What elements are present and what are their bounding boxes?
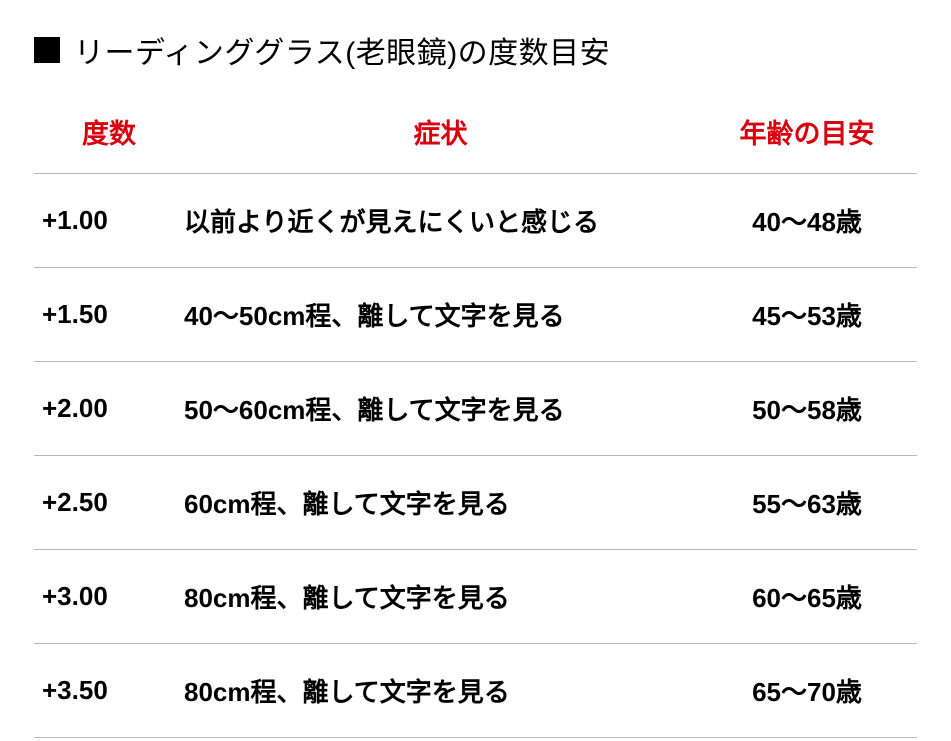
table-row: +1.50 40〜50cm程、離して文字を見る 45〜53歳 [34, 268, 917, 362]
table-row: +3.00 80cm程、離して文字を見る 60〜65歳 [34, 550, 917, 644]
cell-diopter: +2.50 [34, 456, 184, 550]
cell-symptom: 60cm程、離して文字を見る [184, 456, 697, 550]
cell-age: 50〜58歳 [697, 362, 917, 456]
cell-diopter: +1.50 [34, 268, 184, 362]
table-row: +1.00 以前より近くが見えにくいと感じる 40〜48歳 [34, 174, 917, 268]
cell-symptom: 50〜60cm程、離して文字を見る [184, 362, 697, 456]
cell-age: 45〜53歳 [697, 268, 917, 362]
cell-diopter: +2.00 [34, 362, 184, 456]
cell-symptom: 40〜50cm程、離して文字を見る [184, 268, 697, 362]
cell-diopter: +1.00 [34, 174, 184, 268]
diopter-guide-table: 度数 症状 年齢の目安 +1.00 以前より近くが見えにくいと感じる 40〜48… [34, 112, 917, 738]
cell-age: 55〜63歳 [697, 456, 917, 550]
cell-symptom: 80cm程、離して文字を見る [184, 644, 697, 738]
cell-age: 65〜70歳 [697, 644, 917, 738]
cell-symptom: 以前より近くが見えにくいと感じる [184, 174, 697, 268]
cell-diopter: +3.00 [34, 550, 184, 644]
header-age: 年齢の目安 [697, 112, 917, 174]
cell-age: 40〜48歳 [697, 174, 917, 268]
header-diopter: 度数 [34, 112, 184, 174]
table-row: +2.50 60cm程、離して文字を見る 55〜63歳 [34, 456, 917, 550]
square-bullet-icon [34, 37, 60, 63]
page: リーディンググラス(老眼鏡)の度数目安 度数 症状 年齢の目安 +1.00 以前… [0, 0, 951, 738]
cell-age: 60〜65歳 [697, 550, 917, 644]
table-header-row: 度数 症状 年齢の目安 [34, 112, 917, 174]
header-symptom: 症状 [184, 112, 697, 174]
cell-diopter: +3.50 [34, 644, 184, 738]
title-row: リーディンググラス(老眼鏡)の度数目安 [34, 28, 917, 72]
cell-symptom: 80cm程、離して文字を見る [184, 550, 697, 644]
table-row: +2.00 50〜60cm程、離して文字を見る 50〜58歳 [34, 362, 917, 456]
table-row: +3.50 80cm程、離して文字を見る 65〜70歳 [34, 644, 917, 738]
page-title: リーディンググラス(老眼鏡)の度数目安 [74, 28, 610, 72]
